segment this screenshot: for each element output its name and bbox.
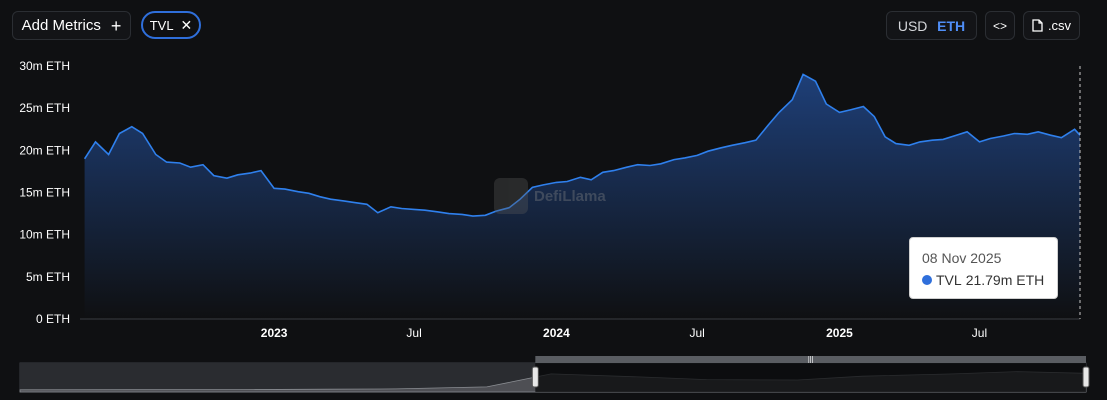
currency-toggle: USD ETH (886, 11, 977, 40)
brush-handle-right[interactable] (1082, 366, 1090, 388)
file-icon (1032, 19, 1043, 32)
add-metrics-label: Add Metrics (21, 17, 101, 34)
y-tick-label: 15m ETH (19, 186, 70, 200)
tooltip-series-name: TVL (936, 272, 962, 288)
brush-drag-bar (535, 356, 1086, 363)
metric-chip-label: TVL (149, 17, 174, 33)
add-metrics-button[interactable]: Add Metrics + (12, 11, 131, 40)
y-tick-label: 5m ETH (26, 270, 70, 284)
currency-usd-option[interactable]: USD (897, 17, 928, 34)
tvl-series-line (83, 73, 1081, 217)
series-dot-icon (922, 275, 932, 285)
x-tick-label: Jul (689, 326, 704, 340)
brush-selected-region (535, 363, 1086, 392)
download-csv-button[interactable]: .csv (1023, 11, 1080, 40)
close-icon[interactable]: ✕ (180, 17, 193, 33)
y-tick-label: 25m ETH (19, 101, 70, 115)
tvl-area (84, 74, 1081, 320)
watermark-text: DefiLlama (534, 187, 606, 205)
tooltip-date: 08 Nov 2025 (922, 250, 1002, 266)
embed-code-button[interactable]: <> (985, 11, 1015, 40)
x-tick-label: 2024 (543, 326, 570, 340)
brush-grip-icon: ||| (808, 357, 814, 364)
currency-eth-option[interactable]: ETH (937, 17, 966, 34)
y-tick-label: 20m ETH (19, 143, 70, 157)
x-tick-label: Jul (972, 326, 987, 340)
llama-logo-icon (494, 178, 528, 214)
x-tick-label: 2025 (826, 326, 853, 340)
metric-chip-tvl[interactable]: TVL ✕ (141, 11, 201, 39)
tooltip-row: TVL 21.79m ETH (922, 272, 1045, 288)
tooltip-value: 21.79m ETH (965, 272, 1045, 288)
y-tick-label: 30m ETH (19, 59, 70, 73)
x-tick-label: Jul (406, 326, 421, 340)
chart-tooltip: 08 Nov 2025 TVL 21.79m ETH (909, 237, 1058, 299)
brush-handle-left[interactable] (531, 366, 539, 388)
code-icon: <> (992, 18, 1007, 33)
brush-unselected-region (20, 363, 536, 392)
plus-icon: + (110, 15, 122, 36)
watermark: DefiLlama (494, 178, 606, 214)
y-tick-label: 10m ETH (19, 228, 70, 242)
y-tick-label: 0 ETH (36, 312, 70, 326)
x-tick-label: 2023 (261, 326, 288, 340)
csv-label: .csv (1047, 18, 1072, 33)
